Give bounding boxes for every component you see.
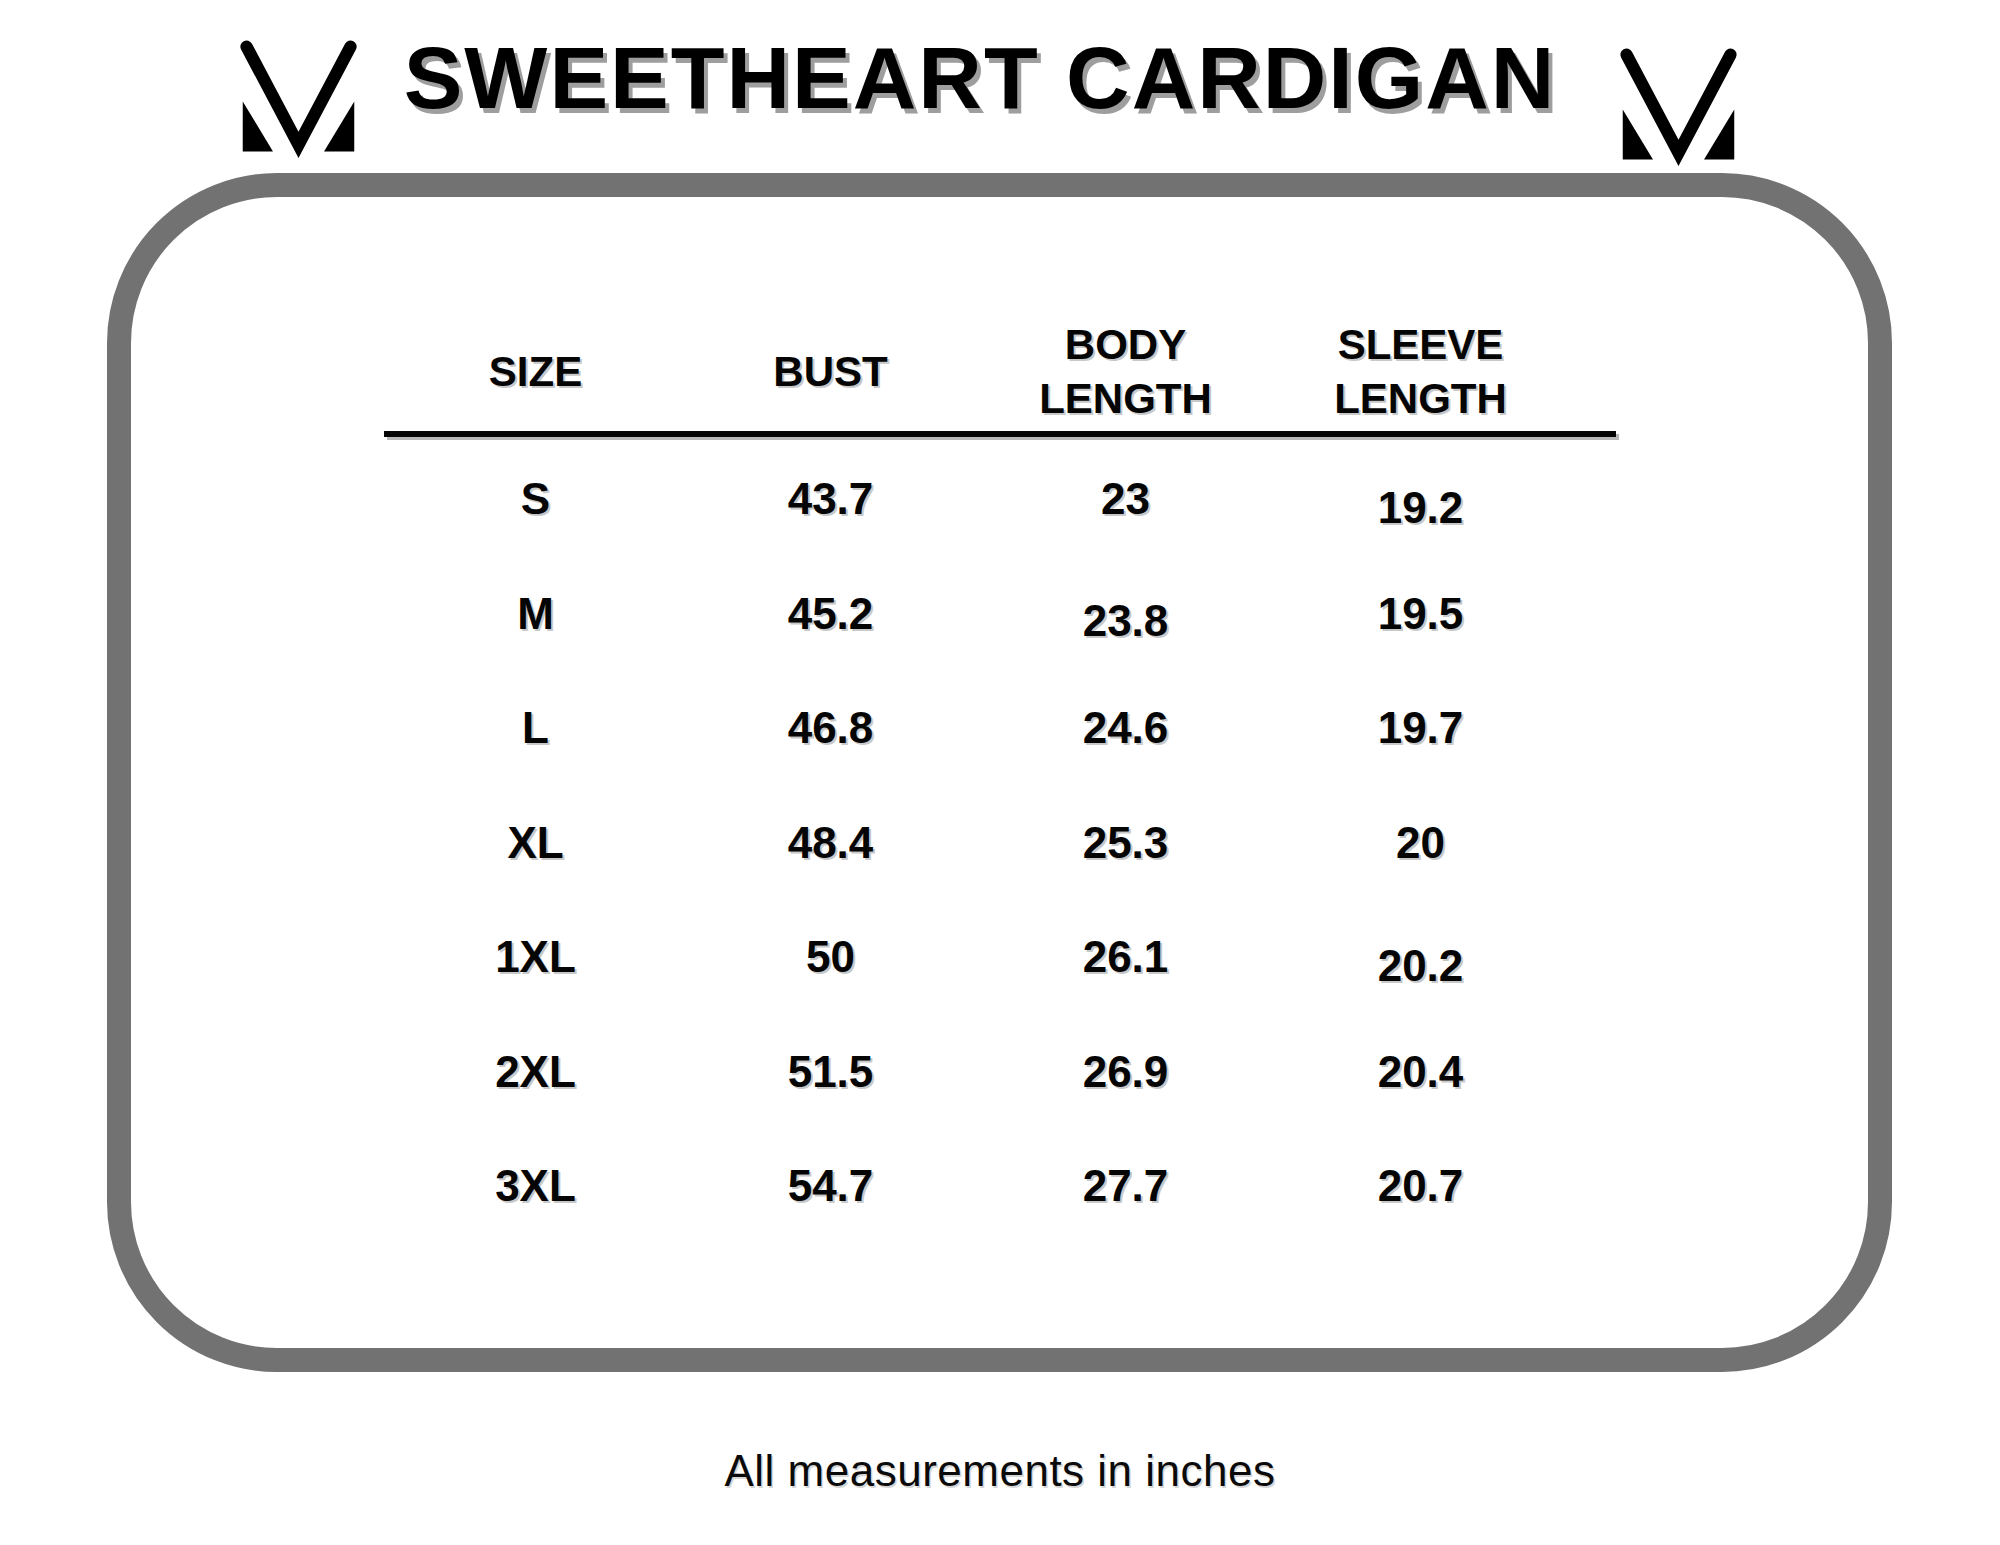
column-header-body-length: BODY LENGTH — [978, 318, 1273, 426]
brand-logo-icon — [1617, 47, 1740, 168]
sleeve-length-cell: 20.4 — [1273, 1015, 1568, 1130]
sleeve-length-cell: 19.2 — [1273, 451, 1568, 566]
size-chart-page: SWEETHEART CARDIGAN SIZE BUST BODY LENGT… — [0, 0, 2000, 1545]
bust-cell: 50 — [683, 900, 978, 1015]
body-length-cell: 26.1 — [978, 900, 1273, 1015]
body-length-cell: 24.6 — [978, 671, 1273, 786]
body-length-cell: 25.3 — [978, 786, 1273, 901]
sleeve-length-cell: 20.2 — [1273, 909, 1568, 1024]
table-row: XL 48.4 25.3 20 — [388, 786, 1568, 901]
size-cell: 3XL — [388, 1129, 683, 1244]
column-header-sleeve-length: SLEEVE LENGTH — [1273, 318, 1568, 426]
body-length-cell: 26.9 — [978, 1015, 1273, 1130]
body-length-cell: 23 — [978, 442, 1273, 557]
sleeve-length-cell: 20.7 — [1273, 1129, 1568, 1244]
size-cell: S — [388, 442, 683, 557]
bust-cell: 45.2 — [683, 557, 978, 672]
size-chart-table: S 43.7 23 19.2 M 45.2 23.8 19.5 L 46.8 2… — [388, 442, 1568, 1244]
table-row: S 43.7 23 19.2 — [388, 442, 1568, 557]
bust-cell: 54.7 — [683, 1129, 978, 1244]
sleeve-length-cell: 19.5 — [1273, 557, 1568, 672]
bust-cell: 51.5 — [683, 1015, 978, 1130]
size-cell: M — [388, 557, 683, 672]
size-cell: 1XL — [388, 900, 683, 1015]
brand-logo-icon — [237, 39, 360, 160]
table-row: M 45.2 23.8 19.5 — [388, 557, 1568, 672]
table-row: 2XL 51.5 26.9 20.4 — [388, 1015, 1568, 1130]
body-length-cell: 27.7 — [978, 1129, 1273, 1244]
size-cell: 2XL — [388, 1015, 683, 1130]
page-title: SWEETHEART CARDIGAN — [390, 30, 1570, 127]
bust-cell: 43.7 — [683, 442, 978, 557]
bust-cell: 48.4 — [683, 786, 978, 901]
column-header-bust: BUST — [683, 318, 978, 426]
body-length-cell: 23.8 — [978, 564, 1273, 679]
table-row: 1XL 50 26.1 20.2 — [388, 900, 1568, 1015]
table-row: L 46.8 24.6 19.7 — [388, 671, 1568, 786]
size-chart-header-row: SIZE BUST BODY LENGTH SLEEVE LENGTH — [388, 318, 1568, 426]
sleeve-length-cell: 19.7 — [1273, 671, 1568, 786]
sleeve-length-cell: 20 — [1273, 786, 1568, 901]
column-header-size: SIZE — [388, 318, 683, 426]
units-note: All measurements in inches — [0, 1446, 2000, 1496]
header-divider-line — [384, 431, 1616, 437]
bust-cell: 46.8 — [683, 671, 978, 786]
size-cell: L — [388, 671, 683, 786]
size-cell: XL — [388, 786, 683, 901]
table-row: 3XL 54.7 27.7 20.7 — [388, 1129, 1568, 1244]
